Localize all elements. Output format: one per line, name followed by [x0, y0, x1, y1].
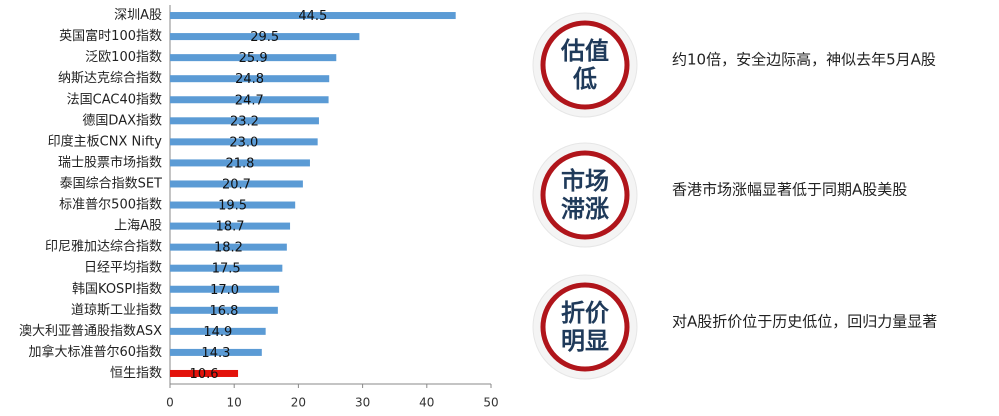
- value-label: 14.3: [201, 346, 230, 361]
- annotation-text: 约10倍，安全边际高，神似去年5月A股: [672, 51, 936, 69]
- badge: [540, 282, 630, 372]
- y-tick-label: 恒生指数: [110, 366, 162, 381]
- value-label: 23.2: [230, 114, 259, 129]
- bar: [170, 117, 319, 125]
- bar: [170, 285, 280, 293]
- y-tick-label: 法国CAC40指数: [67, 92, 162, 107]
- y-tick-label: 印度主板CNX Nifty: [48, 133, 163, 149]
- value-label: 25.9: [239, 51, 268, 66]
- badge: [540, 150, 630, 240]
- y-tick-label: 泰国综合指数SET: [60, 176, 162, 191]
- x-tick-label: 40: [419, 396, 434, 410]
- annotation-text: 香港市场涨幅显著低于同期A股美股: [672, 181, 907, 199]
- bar: [170, 96, 329, 104]
- bar: [170, 12, 456, 20]
- value-label: 29.5: [250, 30, 279, 45]
- bar: [170, 264, 283, 272]
- value-label: 17.0: [210, 283, 239, 298]
- value-label: 19.5: [218, 199, 247, 214]
- value-label: 17.5: [212, 262, 241, 277]
- bar: [170, 180, 303, 188]
- bar: [170, 327, 266, 335]
- value-label: 14.9: [203, 325, 232, 340]
- bar: [170, 369, 239, 377]
- value-label: 23.0: [229, 135, 258, 150]
- badge-text: 估值: [560, 37, 609, 65]
- bar: [170, 159, 310, 167]
- annotation-text: 对A股折价位于历史低位，回归力量显著: [672, 313, 937, 331]
- y-tick-label: 瑞士股票市场指数: [58, 154, 162, 170]
- badge-text: 明显: [561, 327, 609, 355]
- y-tick-label: 日经平均指数: [84, 261, 162, 276]
- value-label: 24.7: [235, 93, 264, 108]
- bar: [170, 54, 337, 62]
- value-label: 16.8: [209, 304, 238, 319]
- y-tick-label: 道琼斯工业指数: [71, 303, 162, 318]
- x-tick-label: 10: [227, 396, 242, 410]
- value-label: 44.5: [298, 9, 327, 24]
- y-tick-label: 德国DAX指数: [82, 113, 162, 128]
- bar: [170, 201, 296, 209]
- value-label: 21.8: [226, 156, 255, 171]
- y-tick-label: 加拿大标准普尔60指数: [28, 344, 162, 360]
- y-tick-label: 标准普尔500指数: [59, 198, 162, 213]
- badge-text: 低: [572, 65, 597, 93]
- y-tick-label: 纳斯达克综合指数: [58, 71, 162, 86]
- x-tick-label: 30: [355, 396, 370, 410]
- y-tick-label: 深圳A股: [114, 8, 162, 23]
- badge-text: 折价: [561, 299, 610, 327]
- y-tick-label: 英国富时100指数: [59, 28, 162, 44]
- value-label: 24.8: [235, 72, 264, 87]
- badge-text: 滞涨: [561, 195, 609, 223]
- bar: [170, 75, 330, 83]
- x-tick-label: 0: [166, 396, 174, 410]
- bar: [170, 348, 262, 356]
- bar: [170, 243, 287, 251]
- value-label: 20.7: [222, 177, 251, 192]
- y-tick-label: 韩国KOSPI指数: [72, 282, 162, 297]
- y-tick-label: 泛欧100指数: [85, 50, 162, 65]
- bar: [170, 222, 291, 230]
- bar: [170, 138, 318, 146]
- badge-text: 市场: [561, 167, 609, 195]
- y-tick-label: 印尼雅加达综合指数: [45, 240, 162, 255]
- value-label: 18.2: [214, 241, 243, 256]
- value-label: 18.7: [216, 220, 245, 235]
- value-label: 10.6: [190, 367, 219, 382]
- badge: [540, 20, 630, 110]
- y-tick-label: 澳大利亚普通股指数ASX: [19, 323, 162, 339]
- bar: [170, 33, 360, 41]
- x-tick-label: 20: [291, 396, 306, 410]
- y-tick-label: 上海A股: [114, 219, 162, 234]
- x-tick-label: 50: [483, 396, 498, 410]
- bar: [170, 306, 278, 314]
